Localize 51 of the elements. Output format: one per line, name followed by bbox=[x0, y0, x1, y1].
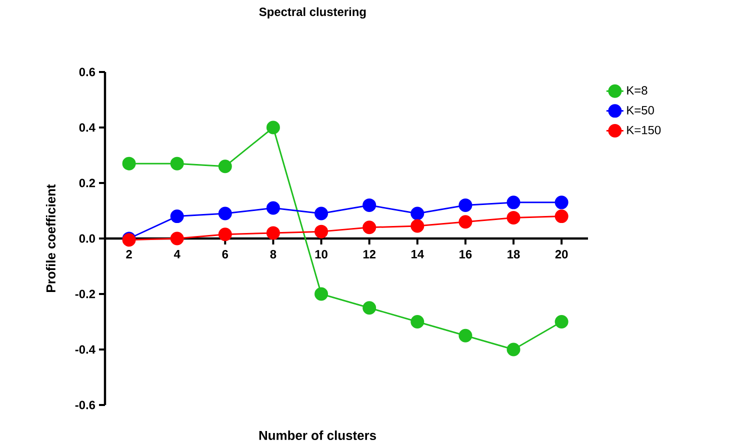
x-tick-label: 18 bbox=[508, 250, 520, 258]
y-tick-label: 0.4 bbox=[79, 123, 96, 132]
point bbox=[218, 160, 232, 174]
y-axis-title: Profile coefficient bbox=[46, 184, 56, 292]
point bbox=[410, 206, 424, 220]
y-tick-label: -0.4 bbox=[75, 345, 96, 354]
x-tick-label: 12 bbox=[363, 250, 376, 258]
y-tick-label: -0.6 bbox=[75, 400, 96, 410]
y-tick-label: 0.2 bbox=[79, 178, 96, 188]
y-tick-label: 0.6 bbox=[79, 68, 96, 76]
point bbox=[362, 198, 376, 212]
point bbox=[362, 220, 376, 234]
point bbox=[266, 201, 280, 215]
point bbox=[266, 120, 280, 134]
point bbox=[314, 206, 328, 220]
point bbox=[314, 287, 328, 301]
legend-label: K=8 bbox=[627, 86, 648, 95]
point bbox=[554, 315, 568, 329]
point bbox=[506, 196, 520, 210]
y-tick-label: 0.0 bbox=[79, 234, 95, 243]
point bbox=[362, 301, 376, 315]
point bbox=[506, 210, 520, 224]
point bbox=[170, 210, 184, 224]
point bbox=[314, 224, 328, 238]
point bbox=[170, 232, 184, 246]
x-tick-label: 2 bbox=[126, 250, 132, 258]
x-tick-label: 4 bbox=[174, 250, 180, 258]
point bbox=[410, 219, 424, 233]
x-tick-label: 20 bbox=[555, 250, 568, 258]
x-tick-label: 14 bbox=[411, 250, 424, 258]
point bbox=[122, 156, 136, 170]
legend-label: K=150 bbox=[627, 126, 661, 134]
x-tick-label: 10 bbox=[315, 250, 328, 258]
chart-title: Spectral clustering bbox=[259, 7, 366, 19]
x-tick-label: 16 bbox=[460, 250, 472, 258]
point bbox=[266, 226, 280, 240]
x-tick-label: 6 bbox=[222, 250, 228, 258]
point bbox=[458, 215, 472, 229]
point bbox=[458, 198, 472, 212]
point bbox=[410, 315, 424, 329]
point bbox=[506, 342, 520, 356]
y-tick-label: -0.2 bbox=[75, 290, 96, 298]
point bbox=[554, 196, 568, 210]
x-tick-label: 8 bbox=[270, 250, 276, 258]
point bbox=[458, 328, 472, 342]
point bbox=[554, 210, 568, 224]
legend-label: K=50 bbox=[627, 106, 654, 114]
point bbox=[170, 156, 184, 170]
point bbox=[218, 228, 232, 242]
x-axis-title: Number of clusters bbox=[259, 430, 376, 440]
point bbox=[218, 206, 232, 220]
